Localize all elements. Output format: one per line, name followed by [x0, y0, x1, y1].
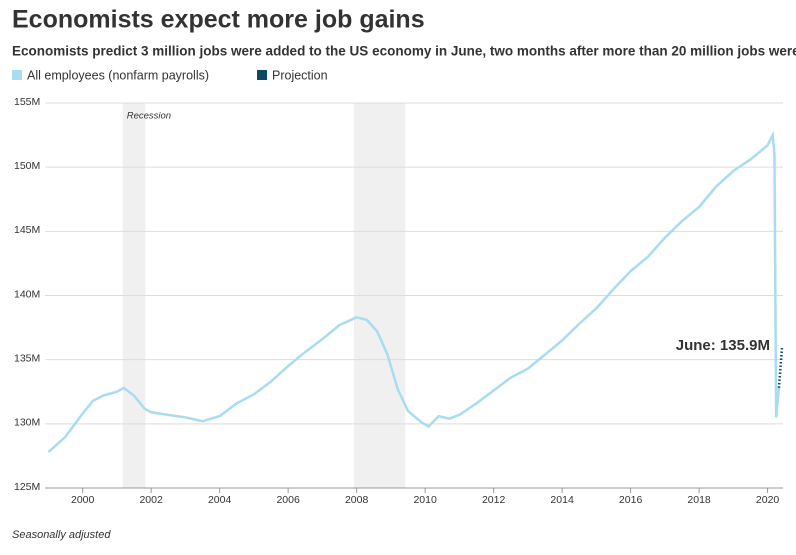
legend-swatch	[257, 70, 267, 80]
chart-subtitle: Economists predict 3 million jobs were a…	[12, 44, 796, 59]
x-tick-label: 2020	[756, 494, 780, 506]
x-tick-label: 2008	[345, 494, 369, 506]
y-tick-label: 145M	[14, 224, 40, 236]
y-tick-label: 155M	[14, 96, 40, 108]
x-tick-label: 2018	[687, 494, 711, 506]
footnote: Seasonally adjusted	[12, 529, 111, 541]
y-tick-label: 135M	[14, 352, 40, 364]
recession-label: Recession	[127, 111, 171, 122]
x-tick-label: 2014	[550, 494, 574, 506]
legend-swatch	[12, 70, 22, 80]
x-tick-label: 2010	[413, 494, 437, 506]
y-tick-label: 140M	[14, 288, 40, 300]
x-tick-label: 2002	[139, 494, 163, 506]
x-tick-label: 2012	[482, 494, 506, 506]
y-tick-label: 125M	[14, 481, 40, 493]
legend-label: Projection	[272, 68, 328, 82]
series-line	[777, 348, 784, 388]
annotation: June: 135.9M	[676, 337, 770, 354]
x-tick-label: 2016	[619, 494, 643, 506]
series-line	[47, 130, 781, 453]
y-tick-label: 130M	[14, 417, 40, 429]
x-tick-label: 2000	[71, 494, 95, 506]
x-tick-label: 2006	[276, 494, 300, 506]
x-tick-label: 2004	[208, 494, 232, 506]
legend-label: All employees (nonfarm payrolls)	[27, 68, 209, 82]
chart-title: Economists expect more job gains	[12, 6, 425, 34]
y-tick-label: 150M	[14, 160, 40, 172]
